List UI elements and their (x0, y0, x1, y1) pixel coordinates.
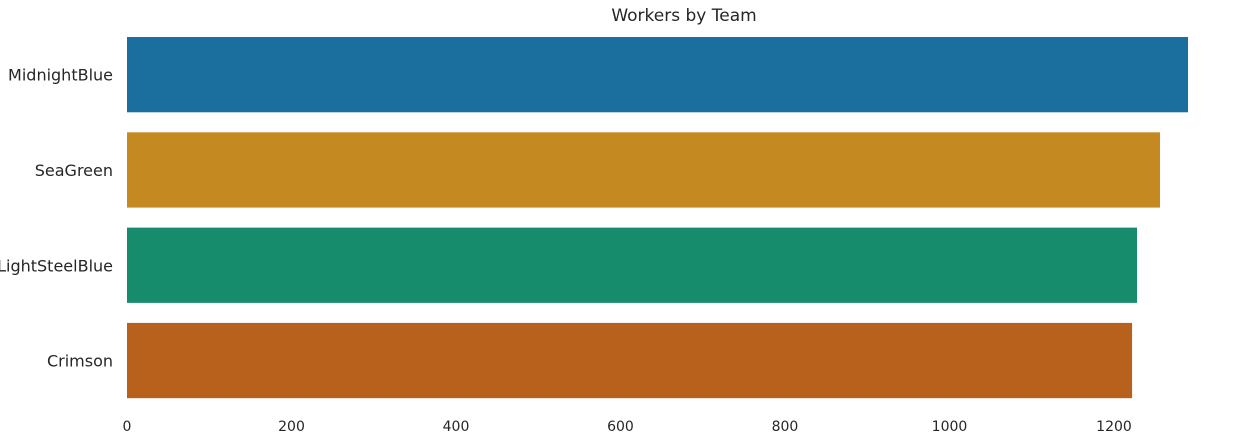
category-labels: MidnightBlue SeaGreen LightSteelBlue Crimso… (0, 66, 113, 371)
x-tick-label: 400 (443, 419, 470, 435)
x-tick-label: 800 (772, 419, 799, 435)
x-tick-label: 200 (278, 419, 305, 435)
bar-lightsteelblue (127, 227, 1138, 303)
bar-seagreen (127, 132, 1161, 208)
x-tick-label: 600 (607, 419, 634, 435)
category-label: Crimson (47, 352, 113, 371)
bars-layer (127, 37, 1188, 399)
chart-title: Workers by Team (611, 6, 756, 26)
x-axis-ticks: 0 200 400 600 800 1000 1200 (123, 419, 1132, 435)
x-tick-label: 1200 (1096, 419, 1132, 435)
bar-crimson (127, 322, 1133, 399)
category-label: SeaGreen (35, 161, 113, 180)
category-label: LightSteelBlue (0, 256, 113, 275)
x-tick-label: 1000 (932, 419, 968, 435)
category-label: MidnightBlue (8, 66, 113, 85)
x-tick-label: 0 (123, 419, 132, 435)
bar-midnightblue (127, 37, 1188, 113)
